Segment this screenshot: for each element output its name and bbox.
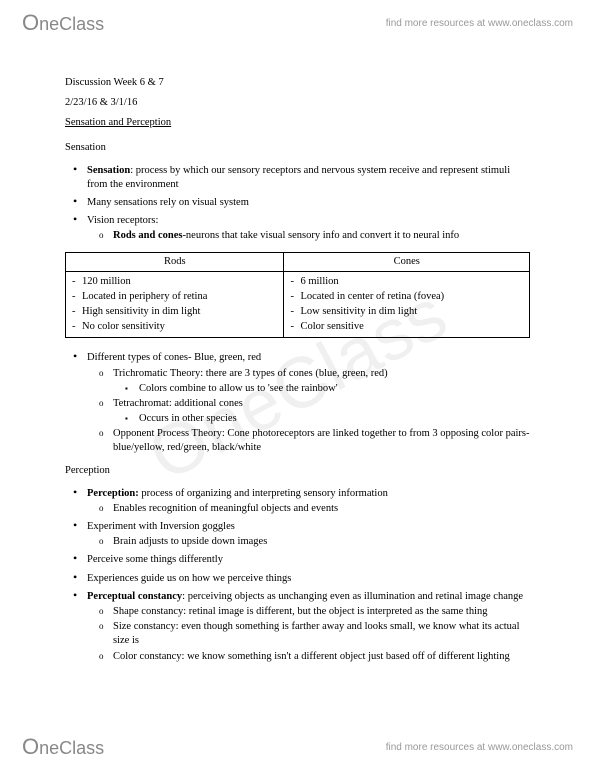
brand-logo: OneClass (22, 734, 104, 760)
list-item: Enables recognition of meaningful object… (113, 502, 530, 516)
list-item: Occurs in other species (139, 412, 530, 426)
brand-logo: OOneClassneClass (22, 10, 104, 36)
list-item: Perceptual constancy: perceiving objects… (87, 587, 530, 664)
perception-heading: Perception (65, 464, 530, 478)
list-item: Experiences guide us on how we perceive … (87, 569, 530, 586)
sensation-heading: Sensation (65, 141, 530, 155)
list-item: Rods and cones-neurons that take visual … (113, 229, 530, 243)
list-item: Many sensations rely on visual system (87, 193, 530, 210)
list-item: Brain adjusts to upside down images (113, 535, 530, 549)
list-item: Experiment with Inversion goggles Brain … (87, 517, 530, 549)
table-cell: 120 million Located in periphery of reti… (66, 271, 284, 338)
doc-date: 2/23/16 & 3/1/16 (65, 96, 530, 110)
list-item: Perception: process of organizing and in… (87, 484, 530, 516)
list-item: Tetrachromat: additional cones Occurs in… (113, 397, 530, 426)
header-tagline: find more resources at www.oneclass.com (386, 18, 573, 29)
perception-list: Perception: process of organizing and in… (65, 484, 530, 664)
table-header: Cones (284, 252, 530, 271)
list-item: Shape constancy: retinal image is differ… (113, 605, 530, 619)
list-item: Perceive some things differently (87, 550, 530, 567)
list-item: Size constancy: even though something is… (113, 620, 530, 648)
list-item: Colors combine to allow us to 'see the r… (139, 382, 530, 396)
table-header: Rods (66, 252, 284, 271)
cones-detail-list: Different types of cones- Blue, green, r… (65, 348, 530, 455)
list-item: Color constancy: we know something isn't… (113, 650, 530, 664)
table-cell: 6 million Located in center of retina (f… (284, 271, 530, 338)
document-body: Discussion Week 6 & 7 2/23/16 & 3/1/16 S… (0, 46, 595, 675)
list-item: Vision receptors: Rods and cones-neurons… (87, 211, 530, 243)
page-footer: OneClass find more resources at www.onec… (0, 724, 595, 770)
list-item: Opponent Process Theory: Cone photorecep… (113, 427, 530, 455)
page-header: OOneClassneClass find more resources at … (0, 0, 595, 46)
list-item: Trichromatic Theory: there are 3 types o… (113, 367, 530, 396)
list-item: Sensation: process by which our sensory … (87, 161, 530, 192)
list-item: Different types of cones- Blue, green, r… (87, 348, 530, 455)
footer-tagline: find more resources at www.oneclass.com (386, 742, 573, 753)
rods-cones-table: Rods Cones 120 million Located in periph… (65, 252, 530, 339)
sensation-list: Sensation: process by which our sensory … (65, 161, 530, 244)
section-heading: Sensation and Perception (65, 116, 530, 130)
doc-title: Discussion Week 6 & 7 (65, 76, 530, 90)
